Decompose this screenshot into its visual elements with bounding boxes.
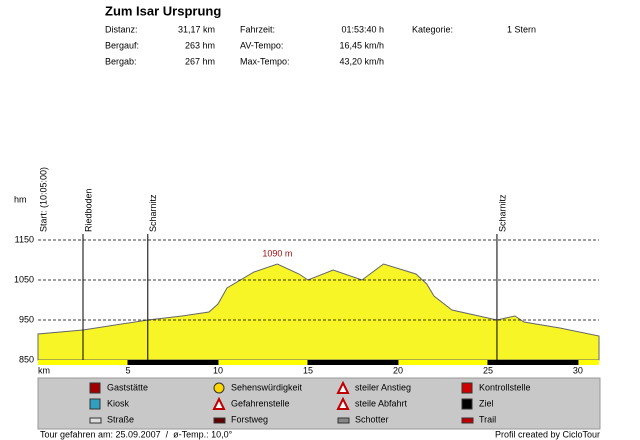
legend-icon	[336, 396, 350, 410]
x-tick-label: 15	[303, 365, 313, 375]
legend-icon	[213, 382, 225, 394]
scale-stripe	[487, 360, 578, 365]
y-tick-label: 1150	[15, 234, 34, 244]
peak-annotation: 1090 m	[262, 248, 292, 258]
stat-value: 16,45 km/h	[339, 40, 384, 50]
marker-label: Scharnitz	[497, 194, 507, 232]
elevation-area	[37, 263, 600, 361]
y-tick-label: 1050	[14, 274, 34, 284]
marker-label: Riedboden	[83, 188, 93, 232]
footer-left: Tour gefahren am: 25.09.2007 / ø-Temp.: …	[40, 429, 233, 439]
scale-stripe	[397, 360, 488, 365]
stat-value: 1 Stern	[507, 24, 536, 34]
legend-box	[37, 377, 601, 430]
legend-icon	[461, 398, 473, 410]
legend-label: Straße	[107, 414, 134, 424]
legend-label: Sehenswürdigkeit	[231, 382, 303, 392]
marker-label: Start: (10:05:00)	[38, 167, 48, 232]
marker-label: Scharnitz	[148, 194, 158, 232]
legend-icon	[89, 417, 102, 424]
x-tick-label: 10	[213, 365, 223, 375]
x-tick-label: 30	[573, 365, 583, 375]
stat-label: AV-Tempo:	[240, 40, 283, 50]
legend-label: Forstweg	[231, 414, 268, 424]
stat-label: Bergab:	[105, 56, 137, 66]
footer-right: Profil created by CicloTour	[495, 429, 600, 439]
legend-label: Schotter	[355, 414, 389, 424]
legend-label: Kiosk	[107, 398, 130, 408]
stat-value: 267 hm	[185, 56, 215, 66]
legend-label: Ziel	[479, 398, 494, 408]
y-axis-label: hm	[14, 194, 27, 204]
x-axis-label: km	[38, 365, 50, 375]
legend-icon	[337, 417, 350, 424]
legend-icon	[89, 382, 101, 394]
legend-label: steiler Anstieg	[355, 382, 411, 392]
scale-stripe	[307, 360, 398, 365]
stat-label: Kategorie:	[412, 24, 453, 34]
stat-value: 43,20 km/h	[339, 56, 384, 66]
legend-label: steile Abfahrt	[355, 398, 408, 408]
stat-label: Distanz:	[105, 24, 138, 34]
stat-value: 31,17 km	[178, 24, 215, 34]
legend-label: Gaststätte	[107, 382, 148, 392]
y-tick-label: 850	[19, 354, 34, 364]
scale-stripe	[127, 360, 218, 365]
legend-icon	[212, 396, 226, 410]
x-tick-label: 20	[393, 365, 403, 375]
stat-label: Bergauf:	[105, 40, 139, 50]
legend-label: Kontrollstelle	[479, 382, 531, 392]
legend-label: Gefahrenstelle	[231, 398, 290, 408]
x-tick-label: 25	[483, 365, 493, 375]
legend-icon	[336, 380, 350, 394]
stat-label: Fahrzeit:	[240, 24, 275, 34]
title: Zum Isar Ursprung	[105, 3, 221, 18]
legend-icon	[461, 417, 474, 424]
legend-icon	[461, 382, 473, 394]
legend-icon	[89, 398, 101, 410]
stat-value: 01:53:40 h	[341, 24, 384, 34]
y-tick-label: 950	[19, 314, 34, 324]
scale-stripe	[217, 360, 308, 365]
stat-value: 263 hm	[185, 40, 215, 50]
legend-icon	[213, 417, 226, 424]
legend-label: Trail	[479, 414, 496, 424]
scale-stripe	[577, 360, 599, 365]
x-tick-label: 5	[125, 365, 130, 375]
scale-stripe	[38, 360, 128, 365]
stat-label: Max-Tempo:	[240, 56, 290, 66]
